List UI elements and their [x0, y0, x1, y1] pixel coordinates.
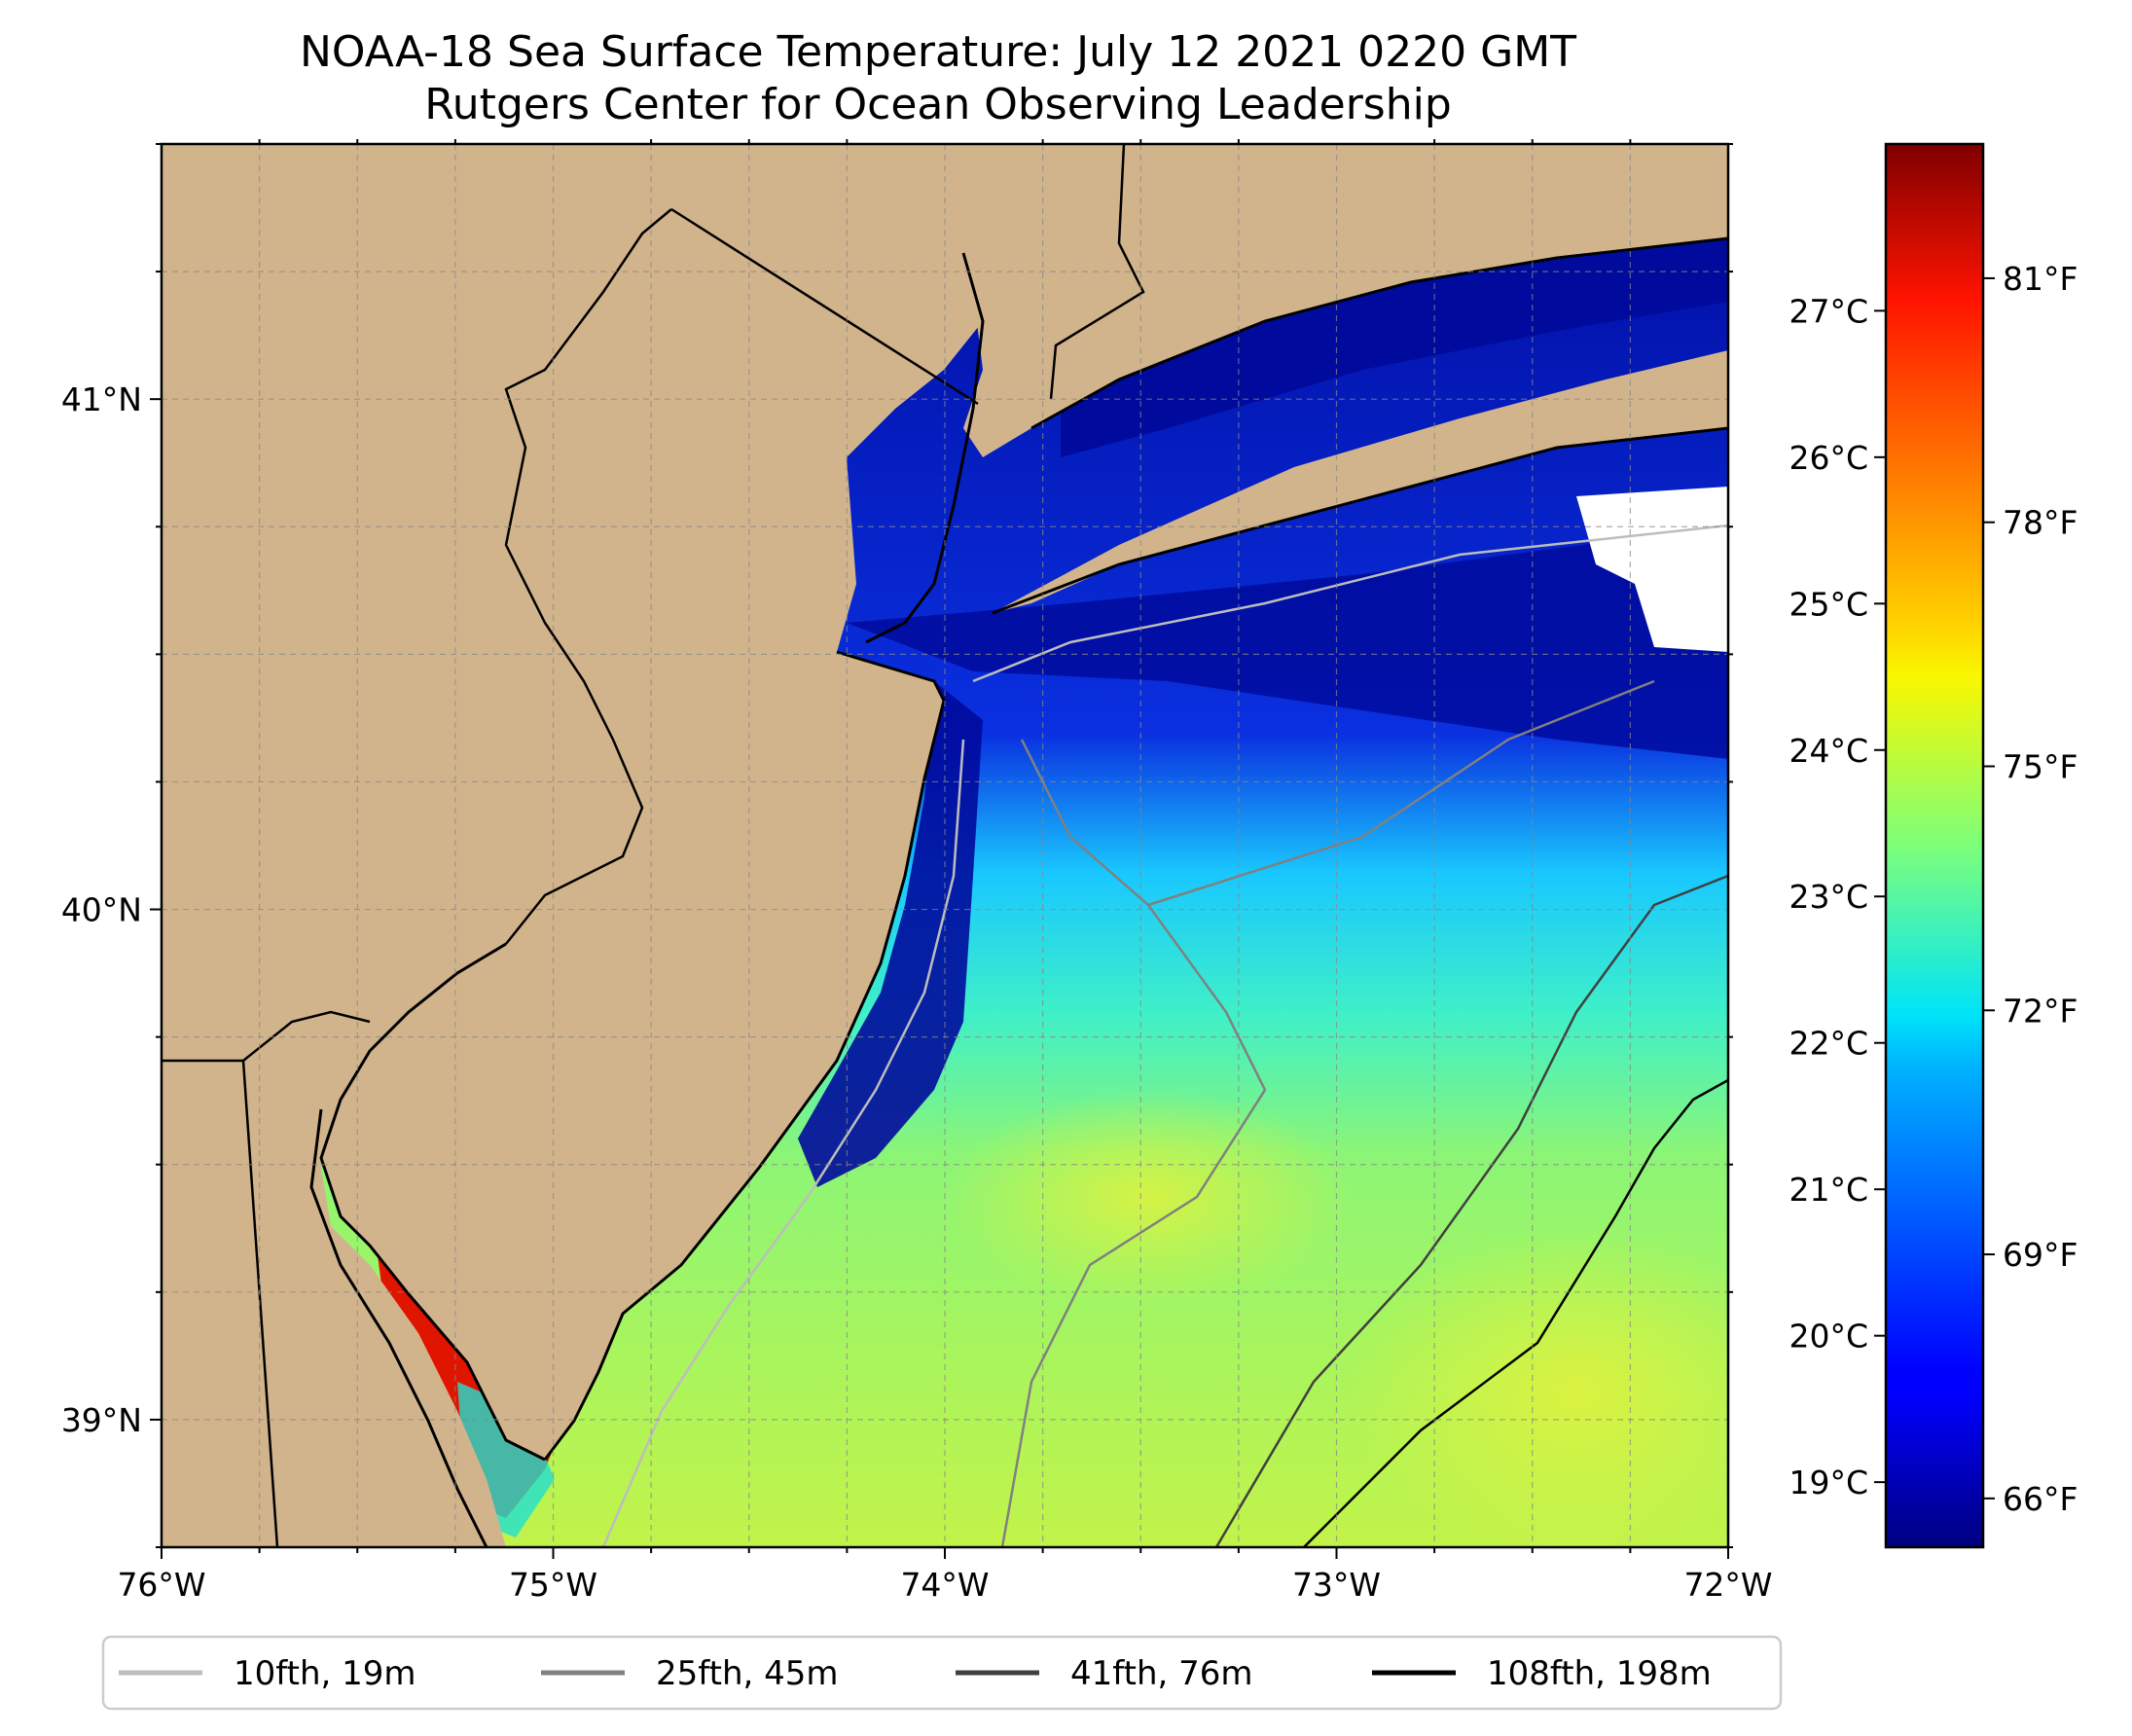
celsius-tick-label: 27°C: [1789, 292, 1868, 330]
warm-water-patch-2: [944, 1090, 1353, 1304]
legend-label: 10fth, 19m: [234, 1654, 416, 1693]
x-tick-label: 74°W: [900, 1566, 989, 1604]
border-ny-nj: [670, 207, 979, 406]
cloud-no-data-patch: [1576, 487, 1728, 652]
coastline-delmarva: [309, 1108, 488, 1547]
map-title-line2: Rutgers Center for Ocean Observing Leade…: [424, 80, 1452, 129]
legend-label: 41fth, 76m: [1070, 1654, 1253, 1693]
x-tick-label: 76°W: [117, 1566, 205, 1604]
border-ny-ct: [1049, 144, 1145, 400]
state-borders: [162, 144, 1145, 1547]
fahrenheit-tick-label: 69°F: [2003, 1236, 2078, 1274]
cold-bight-water: [847, 525, 1728, 759]
land-mass-nj-pa: [162, 144, 993, 1547]
isobath-25fth: [1000, 679, 1655, 1547]
isobath-10fth: [601, 524, 1728, 1547]
land-mass-long-island: [993, 350, 1728, 613]
y-tick-label: 41°N: [61, 380, 142, 418]
border-de-md: [241, 1060, 279, 1547]
land-mass-delmarva: [162, 1012, 487, 1547]
isobath-108fth: [1303, 1078, 1728, 1547]
isobath-41fth: [1214, 874, 1728, 1547]
fahrenheit-tick-label: 72°F: [2003, 992, 2078, 1030]
contour-legend: 10fth, 19m 25fth, 45m 41fth, 76m 108fth, 19…: [101, 1635, 1783, 1711]
fahrenheit-tick-label: 78°F: [2003, 504, 2078, 542]
coastline-long-island-north: [1030, 236, 1728, 430]
celsius-tick-label: 22°C: [1789, 1025, 1868, 1063]
land-mass-ny-ct: [963, 144, 1728, 457]
map-plot-area: [162, 144, 1728, 1547]
celsius-tick-label: 21°C: [1789, 1171, 1868, 1209]
x-tick-label: 75°W: [509, 1566, 597, 1604]
coastline-long-island: [992, 426, 1728, 615]
colorbar-gradient: [1884, 142, 1985, 1549]
x-tick-label: 73°W: [1292, 1566, 1381, 1604]
map-gridlines: [162, 144, 1728, 1547]
colorbar-ticks: 19°C 20°C 21°C 22°C 23°C 24°C 25°C 26°C 27°C 66°F…: [1789, 260, 2078, 1518]
warm-water-patch: [1343, 1226, 1728, 1547]
fahrenheit-tick-label: 75°F: [2003, 747, 2078, 785]
legend-box: [101, 1635, 1783, 1711]
legend-label: 25fth, 45m: [656, 1654, 839, 1693]
map-title-line1: NOAA-18 Sea Surface Temperature: July 12…: [300, 27, 1576, 77]
coastline-delaware-bay: [319, 942, 546, 1462]
colorbar: 19°C 20°C 21°C 22°C 23°C 24°C 25°C 26°C 27°C 66°F…: [1789, 142, 2078, 1549]
y-tick-label: 39°N: [61, 1401, 142, 1439]
border-pa-de: [162, 1010, 371, 1063]
celsius-tick-label: 24°C: [1789, 732, 1868, 770]
legend-label: 108fth, 198m: [1487, 1654, 1712, 1693]
x-tick-label: 72°W: [1683, 1566, 1772, 1604]
bathymetry-contours: [601, 524, 1728, 1547]
coastline-nj: [543, 650, 946, 1461]
celsius-tick-label: 23°C: [1789, 878, 1868, 916]
celsius-tick-label: 25°C: [1789, 585, 1868, 623]
legend-items: 10fth, 19m 25fth, 45m 41fth, 76m 108fth, 19…: [119, 1654, 1712, 1693]
celsius-tick-label: 20°C: [1789, 1318, 1868, 1356]
fahrenheit-tick-label: 81°F: [2003, 260, 2078, 298]
border-nj-pa: [504, 208, 672, 945]
map-axis-ticks: 76°W 75°W 74°W 73°W 72°W 41°N 40°N 39°N: [61, 139, 1773, 1604]
celsius-tick-label: 26°C: [1789, 439, 1868, 477]
celsius-tick-label: 19°C: [1789, 1464, 1868, 1501]
fahrenheit-tick-label: 66°F: [2003, 1480, 2078, 1518]
long-island-sound-water: [1061, 234, 1728, 457]
cold-coastal-band: [798, 681, 983, 1187]
hudson-river: [865, 252, 985, 644]
y-tick-label: 40°N: [61, 891, 142, 929]
